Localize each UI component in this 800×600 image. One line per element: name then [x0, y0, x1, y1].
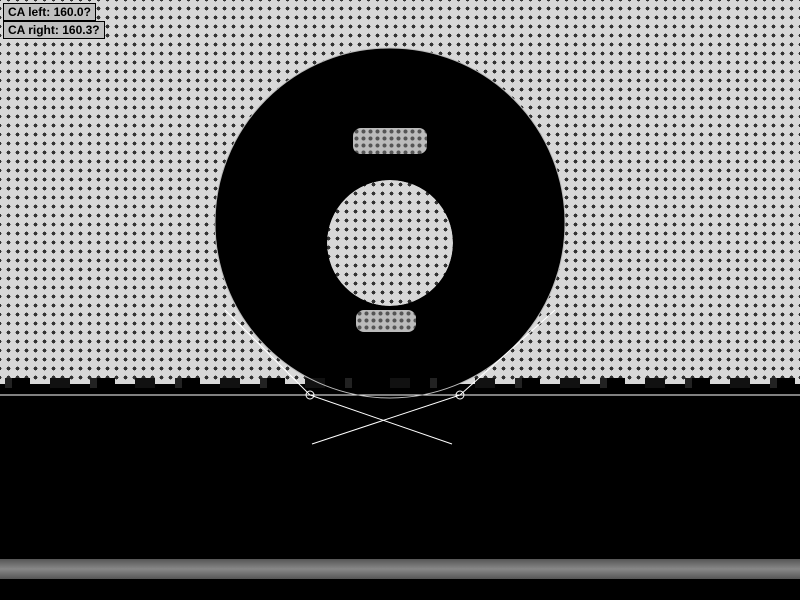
bottom-reflection-band	[0, 559, 800, 579]
droplet-highlight-bottom	[356, 310, 416, 332]
droplet-center-ring	[324, 177, 456, 309]
measurement-viewport: CA left: 160.0? CA right: 160.3?	[0, 0, 800, 600]
ca-left-label: CA left:	[8, 5, 50, 19]
bottom-black-bar	[0, 579, 800, 600]
contact-angle-left-readout: CA left: 160.0?	[3, 3, 96, 21]
contact-angle-right-readout: CA right: 160.3?	[3, 21, 105, 39]
ca-right-value: 160.3?	[62, 23, 99, 37]
ca-right-label: CA right:	[8, 23, 59, 37]
ca-left-value: 160.0?	[54, 5, 91, 19]
substrate-surface	[0, 394, 800, 559]
droplet-highlight-top	[353, 128, 427, 154]
